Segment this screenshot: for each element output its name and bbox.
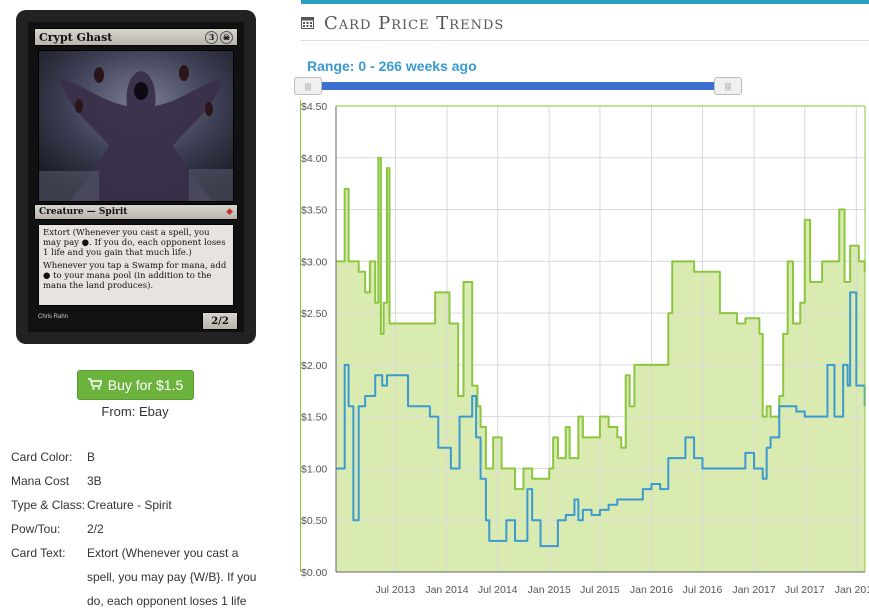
x-tick-label: Jan 2015 [528, 584, 571, 596]
buy-source: From: Ebay [101, 404, 169, 419]
y-tick-label: $4.50 [301, 101, 327, 113]
y-tick-label: $4.00 [301, 153, 327, 165]
series-line [336, 291, 866, 548]
info-value: Extort (Whenever you cast a spell, you m… [87, 546, 257, 608]
card-image: Crypt Ghast 3 ☠ [16, 10, 256, 344]
info-row-card-text: Card Text: Extort (Whenever you cast a s… [11, 541, 267, 613]
y-tick-label: $3.00 [301, 256, 327, 268]
range-slider[interactable]: ||| ||| [294, 77, 742, 95]
card-title-bar: Crypt Ghast 3 ☠ [34, 28, 238, 46]
x-tick-label: Jul 2015 [580, 584, 620, 596]
y-tick-label: $2.50 [301, 308, 327, 320]
card-power-toughness: 2/2 [202, 312, 238, 330]
slider-selected-range [312, 82, 724, 90]
info-key: Mana Cost [11, 474, 70, 488]
info-value: 3B [87, 474, 102, 488]
card-name: Crypt Ghast [39, 30, 113, 44]
y-tick-label: $0.50 [301, 515, 327, 527]
x-tick-label: Jul 2014 [478, 584, 518, 596]
y-tick-label: $1.00 [301, 463, 327, 475]
info-key: Type & Class: [11, 498, 86, 512]
card-info-table: Card Color: B Mana Cost 3B Type & Class:… [11, 445, 267, 613]
buy-button-label: Buy for $1.5 [107, 377, 184, 393]
info-row-type: Type & Class: Creature - Spirit [11, 493, 267, 517]
price-trend-chart: $0.00 $0.50 $1.00 $1.50 $2.00 $2.50 $3.00 $3.50… [300, 100, 869, 596]
section-divider [301, 40, 869, 41]
card-rules-text: Extort (Whenever you cast a spell, you m… [38, 224, 234, 306]
y-tick-label: $0.00 [301, 567, 327, 579]
buy-button[interactable]: Buy for $1.5 [77, 370, 194, 400]
section-header: Card Price Trends [301, 10, 504, 36]
info-key: Card Color: [11, 450, 73, 464]
calendar-icon [301, 13, 314, 34]
slider-handle-min[interactable]: ||| [294, 77, 322, 95]
info-key: Card Text: [11, 546, 66, 560]
card-type-line: Creature — Spirit ◆ [34, 204, 238, 220]
card-inner: Crypt Ghast 3 ☠ [28, 22, 244, 332]
cart-icon [87, 377, 103, 393]
range-label: Range: 0 - 266 weeks ago [307, 58, 477, 74]
x-tick-label: Jul 2016 [683, 584, 723, 596]
black-mana-symbol: ☠ [220, 30, 233, 44]
x-tick-label: Jan 2018 [835, 584, 869, 596]
card-rules-text-extort: Extort (Whenever you cast a spell, you m… [43, 228, 226, 258]
card-mana-cost: 3 ☠ [205, 30, 233, 44]
slider-handle-max[interactable]: ||| [714, 77, 742, 95]
info-row-pow-tou: Pow/Tou: 2/2 [11, 517, 267, 541]
card-art [38, 50, 234, 202]
info-row-mana-cost: Mana Cost 3B [11, 469, 267, 493]
info-value: Creature - Spirit [87, 498, 172, 512]
x-tick-label: Jan 2016 [630, 584, 673, 596]
series-line [336, 156, 866, 491]
section-accent-bar [301, 0, 869, 4]
generic-mana-symbol: 3 [205, 30, 218, 44]
info-key: Pow/Tou: [11, 522, 61, 536]
x-tick-label: Jul 2013 [376, 584, 416, 596]
y-tick-label: $2.00 [301, 360, 327, 372]
x-tick-label: Jan 2014 [425, 584, 468, 596]
card-type: Creature — Spirit [39, 207, 128, 217]
x-tick-label: Jul 2017 [785, 584, 825, 596]
card-rules-text-swamp: Whenever you tap a Swamp for mana, add ●… [43, 261, 227, 291]
y-tick-label: $3.50 [301, 205, 327, 217]
card-artist-credit: Chris Rahn [38, 314, 69, 320]
x-tick-label: Jan 2017 [732, 584, 775, 596]
ghost-illustration [39, 51, 233, 201]
info-value: 2/2 [87, 522, 104, 536]
section-title: Card Price Trends [324, 12, 505, 34]
set-symbol-icon: ◆ [226, 207, 233, 217]
info-row-color: Card Color: B [11, 445, 267, 469]
info-value: B [87, 450, 96, 464]
y-tick-label: $1.50 [301, 412, 327, 424]
